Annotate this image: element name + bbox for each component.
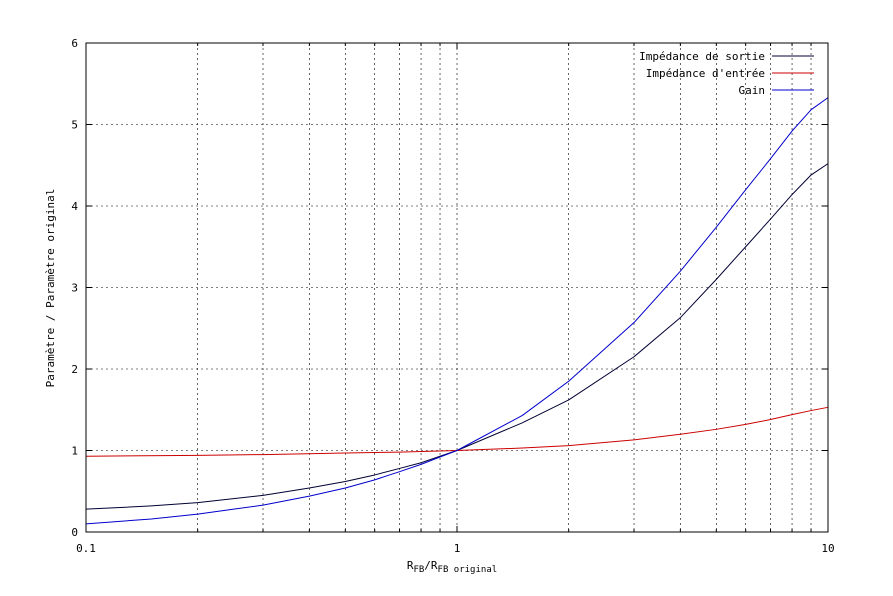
series-line-3: [85, 97, 829, 525]
ticks: 0 1 2 3 4 5 6 0.1 1 10: [71, 37, 834, 555]
y-tick-label: 0: [71, 526, 78, 539]
y-tick-label: 3: [71, 282, 78, 295]
x-axis-label-sub2: FB original: [438, 565, 498, 575]
x-axis-label: RFB/RFB original: [407, 559, 497, 575]
x-tick-label: 10: [821, 542, 834, 555]
legend: Impédance de sortie Impédance d'entrée Gai…: [639, 50, 814, 97]
grid: [86, 43, 828, 532]
y-tick-label: 6: [71, 37, 78, 50]
series-line-1: [85, 163, 829, 510]
x-tick-label: 0.1: [76, 542, 96, 555]
legend-label-2: Impédance d'entrée: [646, 67, 765, 80]
y-tick-label: 2: [71, 363, 78, 376]
y-tick-label: 5: [71, 119, 78, 132]
y-tick-label: 1: [71, 445, 78, 458]
x-axis-label-slash: /R: [424, 559, 438, 572]
legend-label-1: Impédance de sortie: [639, 50, 765, 63]
x-axis-label-main1: R: [407, 559, 414, 572]
series-line-2: [85, 406, 829, 457]
legend-label-3: Gain: [739, 84, 766, 97]
y-axis-label: Paramètre / Paramètre original: [44, 189, 57, 388]
y-tick-label: 4: [71, 200, 78, 213]
x-axis-label-sub1: FB: [413, 565, 424, 575]
series-group: [85, 97, 829, 525]
x-tick-label: 1: [454, 542, 461, 555]
